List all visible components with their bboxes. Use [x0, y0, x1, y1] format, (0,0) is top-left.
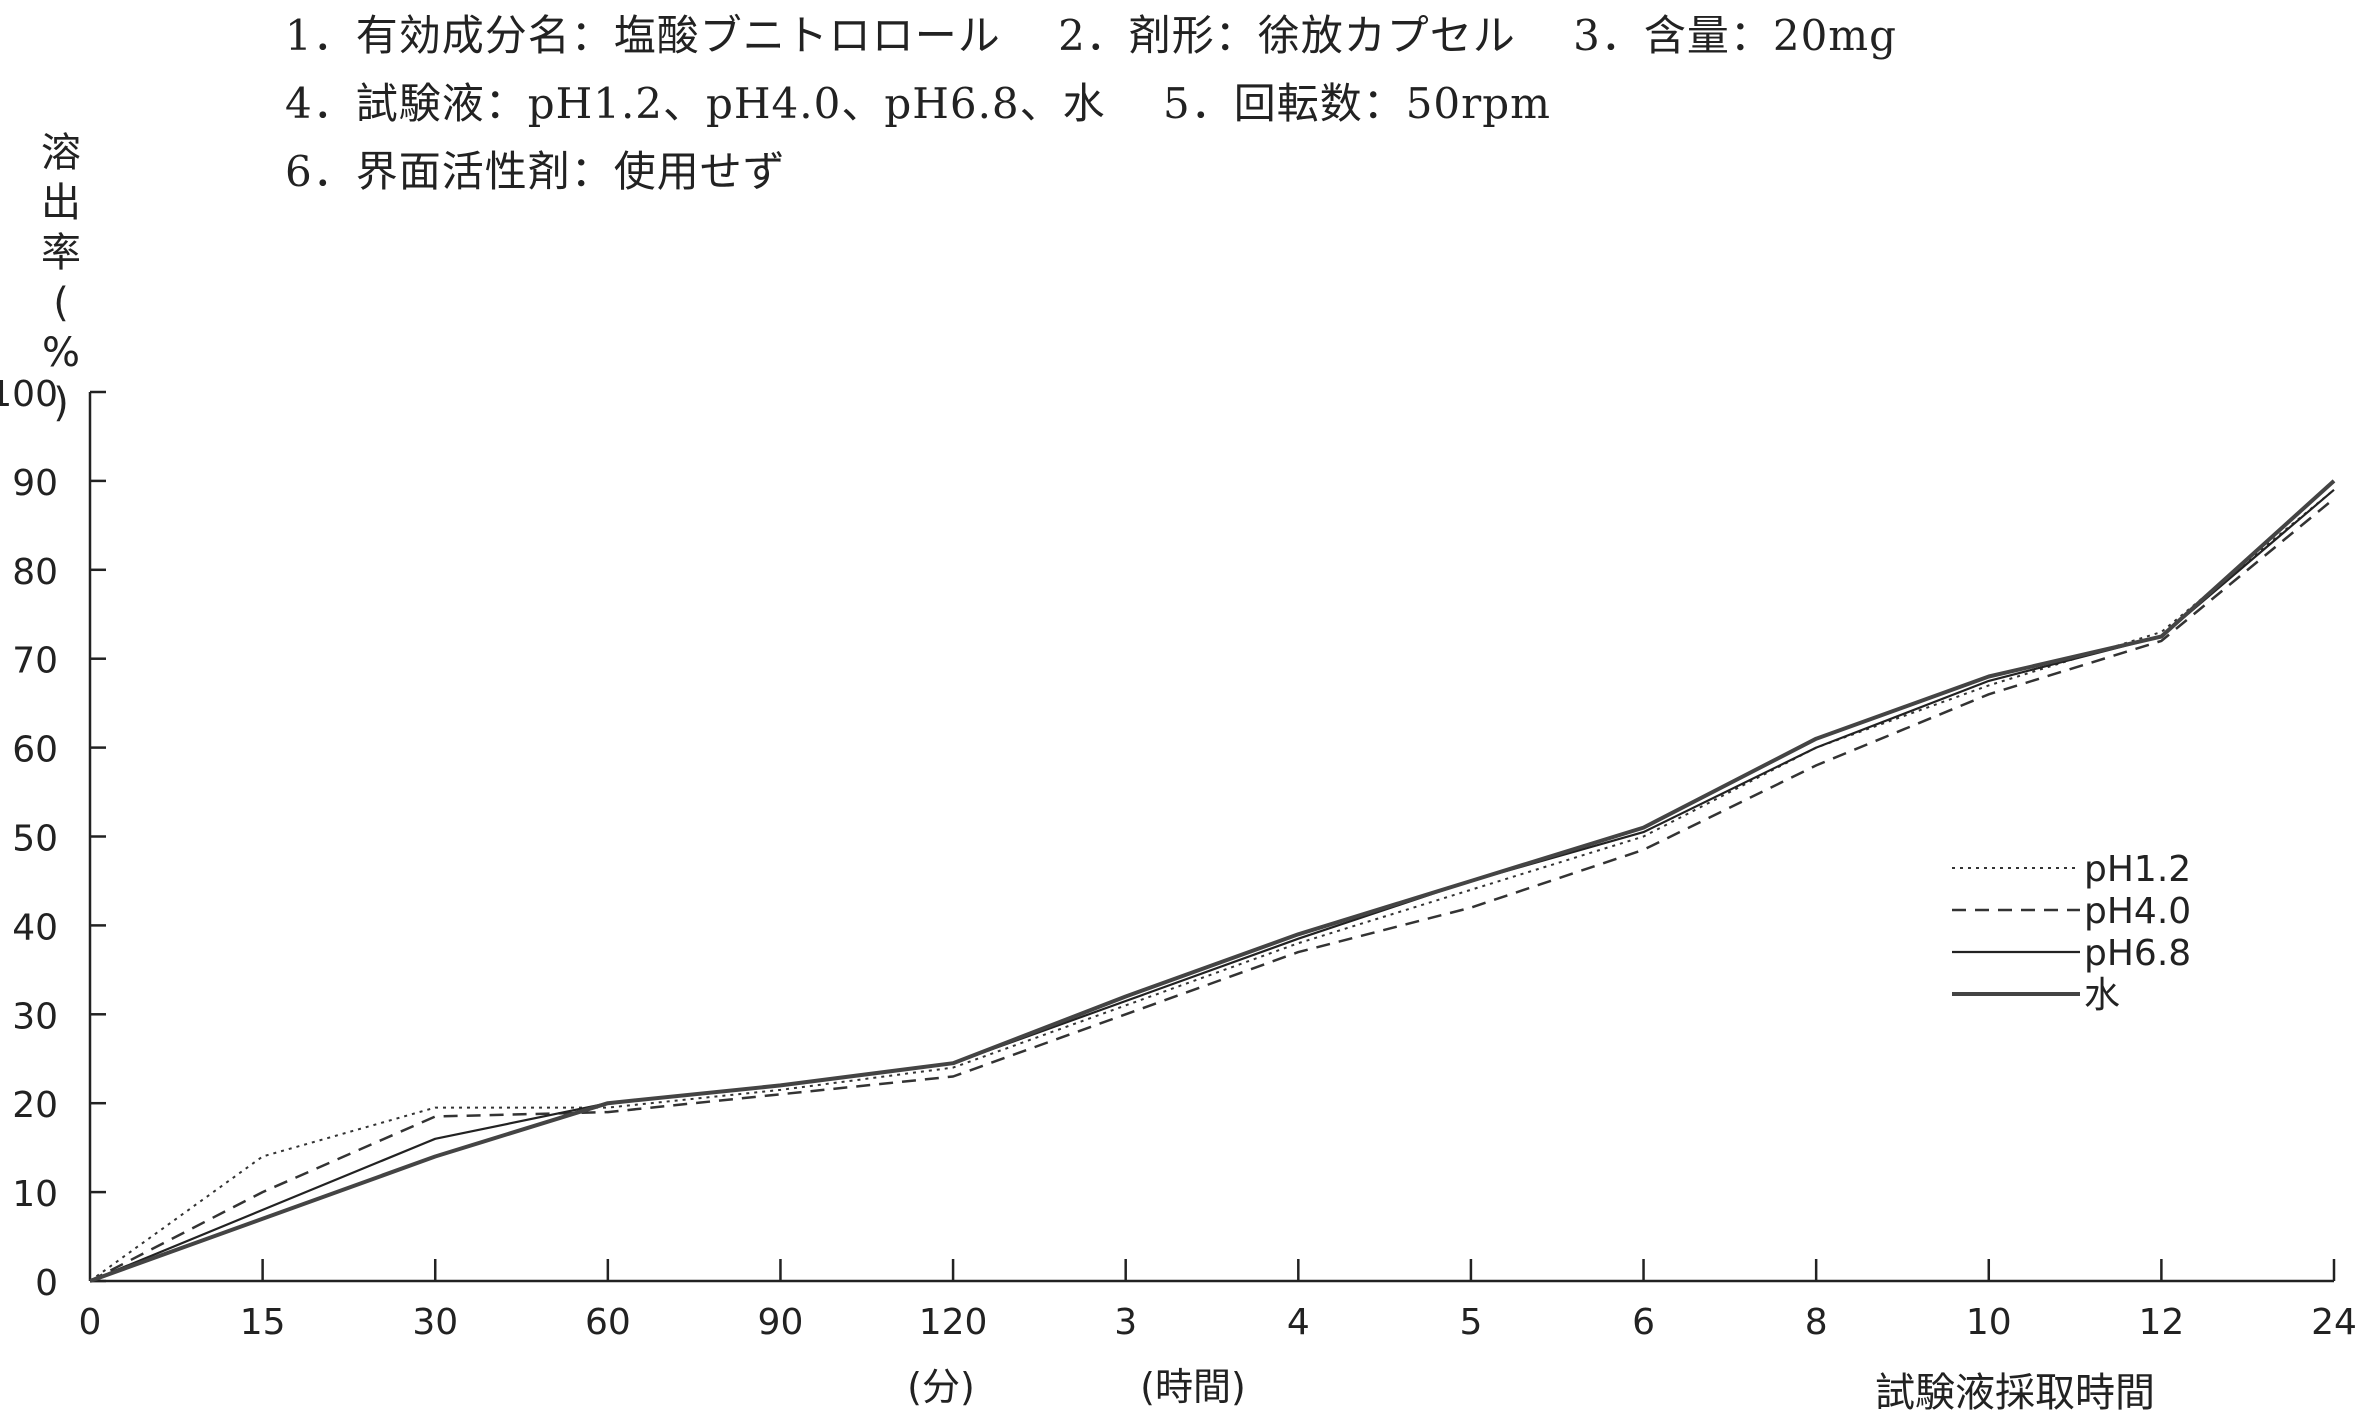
x-tick-label: 30	[412, 1302, 458, 1343]
x-tick-label: 8	[1805, 1302, 1828, 1343]
x-unit-minutes: (分)	[907, 1365, 975, 1409]
x-tick-label: 3	[1114, 1302, 1137, 1343]
legend-label: pH4.0	[2084, 891, 2191, 932]
y-ticks: 0 10 20 30 40 50 60 70 80 90 100	[0, 374, 106, 1304]
x-tick-label: 5	[1459, 1302, 1482, 1343]
series-line-3	[89, 479, 2336, 1283]
y-tick-label: 20	[12, 1085, 58, 1126]
y-tick-label: 80	[12, 552, 58, 593]
y-axis-label-char: %	[41, 330, 80, 376]
series-line-2	[89, 488, 2335, 1283]
y-tick-label: 0	[35, 1263, 58, 1304]
y-tick-label: 10	[12, 1174, 58, 1215]
y-axis-label-char: )	[53, 380, 69, 426]
y-axis-label-char: 出	[41, 180, 81, 226]
y-tick-label: 40	[12, 907, 58, 948]
legend-label: 水	[2084, 975, 2120, 1016]
y-axis-label-char: (	[53, 280, 69, 326]
x-axis-label: 試験液採取時間	[1875, 1370, 2155, 1416]
y-tick-label: 90	[12, 463, 58, 504]
header-line-1: 1．有効成分名：塩酸ブニトロロール 2．剤形：徐放カプセル 3．含量：20mg	[285, 11, 1898, 60]
x-tick-label: 4	[1287, 1302, 1310, 1343]
x-tick-label: 90	[758, 1302, 804, 1343]
x-tick-label: 15	[240, 1302, 286, 1343]
axes	[88, 392, 2334, 1283]
y-tick-label: 50	[12, 819, 58, 860]
y-axis-label-char: 率	[41, 230, 81, 276]
y-tick-label: 60	[12, 730, 58, 771]
header-line-2: 4．試験液：pH1.2、pH4.0、pH6.8、水 5．回転数：50rpm	[285, 79, 1551, 128]
legend-label: pH1.2	[2084, 849, 2191, 890]
series-line-0	[89, 489, 2335, 1282]
series-line-1	[89, 497, 2335, 1283]
legend-label: pH6.8	[2084, 933, 2191, 974]
y-tick-label: 100	[0, 374, 58, 415]
y-tick-label: 30	[12, 996, 58, 1037]
y-tick-label: 70	[12, 641, 58, 682]
x-tick-label: 60	[585, 1302, 631, 1343]
x-tick-label: 24	[2311, 1302, 2357, 1343]
header-line-3: 6．界面活性剤：使用せず	[285, 147, 786, 196]
y-axis-label-char: 溶	[41, 130, 81, 176]
x-tick-label: 0	[79, 1302, 102, 1343]
x-tick-label: 10	[1966, 1302, 2012, 1343]
x-unit-hours: (時間)	[1140, 1365, 1246, 1409]
x-ticks: 0 15 30 60 90 120 3 4 5 6 8 10 12 24	[79, 1259, 2357, 1343]
y-axis-label: 溶出率(%)	[36, 128, 86, 428]
x-tick-label: 6	[1632, 1302, 1655, 1343]
series-lines	[89, 479, 2336, 1283]
x-tick-label: 12	[2138, 1302, 2184, 1343]
x-tick-label: 120	[919, 1302, 988, 1343]
